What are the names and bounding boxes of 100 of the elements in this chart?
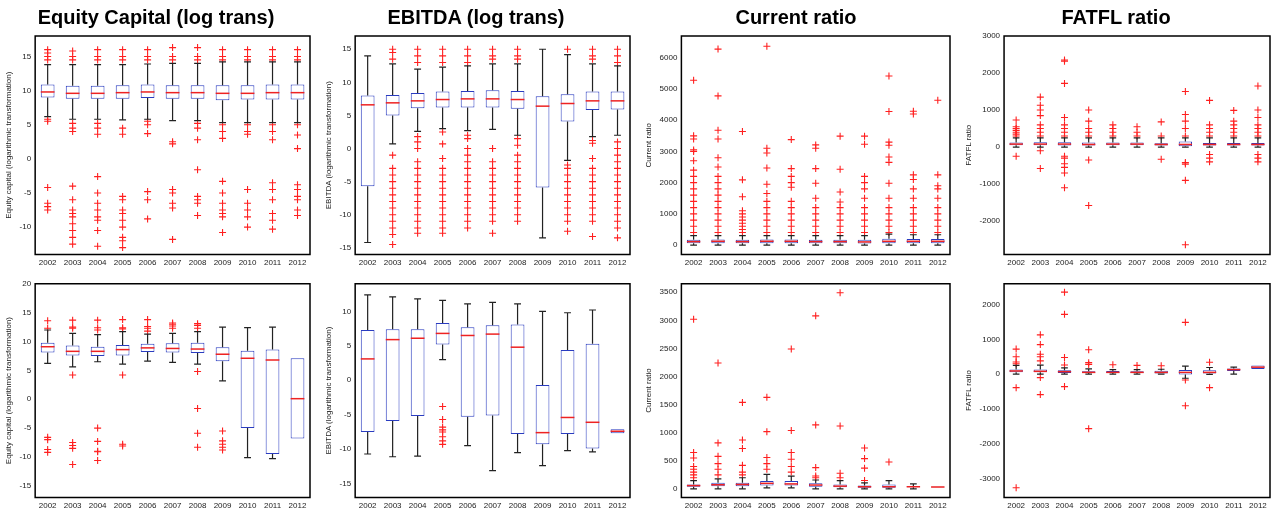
y-tick-label: 20 [22,279,32,288]
y-tick-label: 15 [22,51,32,61]
y-axis-title: EBITDA (logarithmic transformation) [324,326,333,455]
y-tick-label: -10 [19,452,32,462]
x-tick-label: 2004 [1055,501,1074,511]
x-tick-label: 2007 [163,501,183,511]
y-tick-label: -2000 [979,438,1001,448]
y-tick-label: -5 [24,423,32,433]
x-tick-label: 2012 [1249,258,1268,268]
chart-title: Equity Capital (log trans) [37,5,275,28]
y-tick-label: 2000 [982,68,1001,78]
x-tick-label: 2004 [88,258,108,268]
x-tick-label: 2003 [63,258,83,268]
x-tick-label: 2005 [433,501,453,511]
x-tick-label: 2009 [533,258,552,268]
y-tick-label: 3500 [659,287,678,297]
y-tick-label: 5 [346,341,352,351]
x-tick-label: 2005 [1079,258,1099,268]
x-tick-label: 2006 [1103,501,1123,511]
chart-title: EBITDA (log trans) [387,5,565,28]
y-tick-label: 0 [346,143,352,153]
x-tick-label: 2011 [1225,501,1243,511]
y-tick-label: 3000 [982,31,1001,41]
y-tick-label: -15 [339,242,352,252]
x-tick-label: 2002 [358,501,378,511]
y-tick-label: 5000 [659,84,678,94]
y-tick-label: 0 [672,484,678,494]
x-tick-label: 2011 [904,501,923,511]
y-tick-label: -10 [19,222,32,232]
x-tick-label: 2007 [1128,258,1147,268]
x-tick-label: 2006 [782,501,801,511]
x-tick-label: 2003 [383,258,403,268]
x-tick-label: 2010 [558,258,577,268]
y-tick-label: 1000 [982,334,1001,344]
x-tick-label: 2010 [880,501,899,511]
x-tick-label: 2008 [831,501,850,511]
y-tick-label: 3000 [659,146,678,156]
x-tick-label: 2008 [188,501,208,511]
x-tick-label: 2009 [1176,258,1195,268]
x-tick-label: 2006 [782,258,801,268]
y-tick-label: -15 [339,478,352,488]
x-tick-label: 2011 [904,258,923,268]
y-tick-label: 1000 [659,209,678,219]
x-tick-label: 2003 [709,258,728,268]
x-tick-label: 2003 [383,501,403,511]
y-tick-label: -5 [344,409,352,419]
x-tick-label: 2009 [855,501,874,511]
x-tick-label: 2012 [608,501,627,511]
x-tick-label: 2005 [433,258,453,268]
y-tick-label: 3000 [659,315,678,325]
x-tick-label: 2008 [831,258,850,268]
x-tick-label: 2007 [483,258,503,268]
x-tick-label: 2011 [263,501,282,511]
x-tick-label: 2002 [684,258,704,268]
x-tick-label: 2006 [458,501,478,511]
x-tick-label: 2010 [238,501,257,511]
x-tick-label: 2008 [1152,258,1171,268]
x-tick-label: 2009 [213,501,232,511]
x-tick-label: 2009 [1176,501,1195,511]
x-tick-label: 2009 [855,258,874,268]
y-tick-label: 5 [26,119,32,129]
y-tick-label: -3000 [979,473,1001,483]
x-tick-label: 2007 [1128,501,1147,511]
y-tick-label: 2000 [659,371,678,381]
y-tick-label: 10 [342,306,352,316]
x-tick-label: 2012 [1249,501,1268,511]
x-tick-label: 2008 [508,501,528,511]
y-tick-label: 2500 [659,343,678,353]
x-tick-label: 2007 [806,501,826,511]
x-tick-label: 2007 [163,258,183,268]
y-axis-title: Equity capital (logarithmic transformation) [4,71,13,219]
y-tick-label: -1000 [979,404,1001,414]
x-tick-label: 2010 [1200,501,1220,511]
y-axis-title: FATFL ratio [964,369,973,412]
chart-title: FATFL ratio [1061,5,1171,28]
x-tick-label: 2005 [1079,501,1099,511]
x-tick-label: 2004 [1055,258,1074,268]
x-tick-label: 2004 [88,501,108,511]
x-tick-label: 2009 [213,258,232,268]
y-tick-label: -10 [339,209,352,219]
x-tick-label: 2003 [63,501,83,511]
x-tick-label: 2002 [1007,258,1026,268]
x-tick-label: 2002 [684,501,704,511]
x-tick-label: 2012 [288,258,307,268]
x-tick-label: 2008 [508,258,528,268]
x-tick-label: 2004 [733,501,752,511]
y-tick-label: -2000 [979,216,1001,226]
y-axis-title: Equity capital (logarithmic transformation) [4,316,13,465]
y-axis-title: Current ratio [644,367,653,413]
x-tick-label: 2002 [38,501,58,511]
x-tick-label: 2010 [558,501,577,511]
y-tick-label: 0 [995,369,1001,379]
y-tick-label: 10 [342,77,352,87]
y-tick-label: 0 [346,375,352,385]
y-tick-label: 15 [22,307,32,317]
x-tick-label: 2008 [1152,501,1171,511]
x-tick-label: 2004 [408,501,428,511]
x-tick-label: 2002 [1007,501,1026,511]
y-tick-label: -15 [19,481,32,491]
x-tick-label: 2012 [928,501,948,511]
